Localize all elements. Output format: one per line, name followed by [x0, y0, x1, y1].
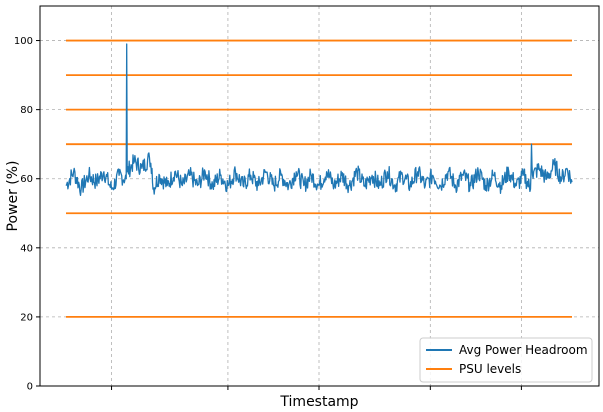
- legend: Avg Power Headroom PSU levels: [419, 337, 593, 383]
- plot-frame: [39, 5, 600, 387]
- legend-label-psu-levels: PSU levels: [459, 362, 521, 376]
- legend-label-avg-power-headroom: Avg Power Headroom: [459, 343, 588, 357]
- x-axis-ticks: [111, 386, 522, 390]
- y-tick-label: 60: [20, 174, 33, 185]
- y-tick-label: 0: [27, 382, 33, 393]
- avg-power-headroom-series: [65, 43, 573, 197]
- x-axis-label: Timestamp: [279, 394, 358, 410]
- avg-power-headroom-line: [65, 43, 573, 197]
- legend-box: [419, 337, 593, 383]
- grid: [40, 6, 599, 387]
- y-tick-label: 80: [20, 105, 33, 116]
- y-tick-label: 100: [14, 36, 33, 47]
- y-tick-label: 20: [20, 312, 33, 323]
- y-tick-label: 40: [20, 243, 33, 254]
- psu-levels-series: [66, 39, 572, 318]
- y-axis-ticks: 0 20 40 60 80 100: [14, 36, 40, 393]
- y-axis-label: Power (%): [5, 160, 21, 231]
